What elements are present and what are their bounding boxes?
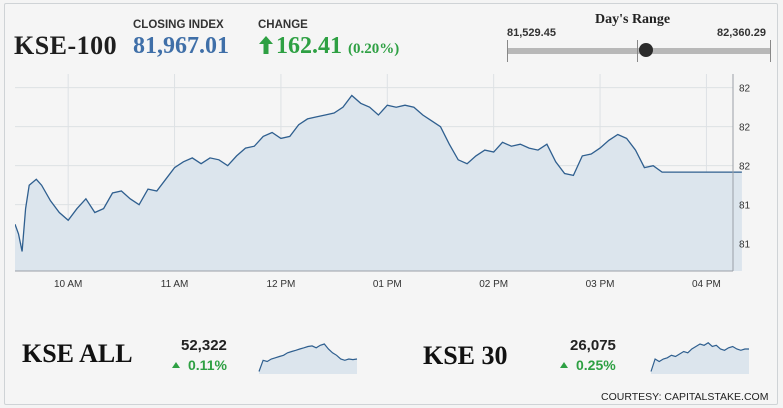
closing-index-label: CLOSING INDEX <box>133 19 224 31</box>
sparkline-area <box>259 344 357 374</box>
series-line <box>15 94 742 252</box>
kse-30-change: 0.25% <box>560 357 616 373</box>
change-label: CHANGE <box>258 19 308 31</box>
x-tick-label: 03 PM <box>586 279 615 290</box>
change-value: 162.41 <box>276 33 342 59</box>
courtesy-text: COURTESY: CAPITALSTAKE.COM <box>601 391 769 403</box>
up-triangle-icon <box>560 362 568 368</box>
kse-all-name: KSE ALL <box>22 339 133 368</box>
intraday-chart: 81,600 81,800 82,000 82,200 82,400 10 AM 11 AM… <box>15 74 750 290</box>
kse-all-change: 0.11% <box>172 357 227 373</box>
closing-index-value: 81,967.01 <box>133 33 229 59</box>
x-tick-label: 11 AM <box>161 279 189 290</box>
x-tick-label: 04 PM <box>692 279 721 290</box>
kse-all-value: 52,322 <box>181 337 227 354</box>
range-high-value: 82,360.29 <box>717 27 766 39</box>
y-tick-label: 81,600 <box>739 240 750 251</box>
up-triangle-icon <box>172 362 180 368</box>
sparkline-line <box>650 342 749 372</box>
days-range-title: Day's Range <box>595 12 671 27</box>
x-tick-label: 10 AM <box>54 279 82 290</box>
days-range-bar <box>507 48 771 54</box>
kse-all-change-value: 0.11% <box>188 357 227 373</box>
days-range-thumb <box>639 43 654 57</box>
x-tick-label: 02 PM <box>479 279 508 290</box>
change-row: 162.41 (0.20%) <box>258 33 399 60</box>
kse-30-change-value: 0.25% <box>576 357 616 373</box>
y-tick-label: 81,800 <box>739 201 750 212</box>
change-percent: (0.20%) <box>348 41 400 57</box>
kse-30-sparkline <box>650 342 749 374</box>
x-tick-label: 01 PM <box>373 279 402 290</box>
up-arrow-icon <box>259 36 273 54</box>
kse-30-value: 26,075 <box>570 337 616 354</box>
range-current-marker <box>637 40 638 62</box>
kse-all-sparkline <box>258 343 358 374</box>
kse-30-name: KSE 30 <box>423 341 508 370</box>
series-area <box>15 95 742 271</box>
x-tick-label: 12 PM <box>266 279 295 290</box>
index-name: KSE-100 <box>14 31 118 60</box>
y-tick-label: 82,000 <box>739 162 750 173</box>
range-low-value: 81,529.45 <box>507 27 556 39</box>
y-tick-label: 82,400 <box>739 84 750 95</box>
sparkline-line <box>258 343 358 372</box>
range-right-cap <box>770 40 771 62</box>
range-left-cap <box>507 40 508 62</box>
y-tick-label: 82,200 <box>739 123 750 134</box>
